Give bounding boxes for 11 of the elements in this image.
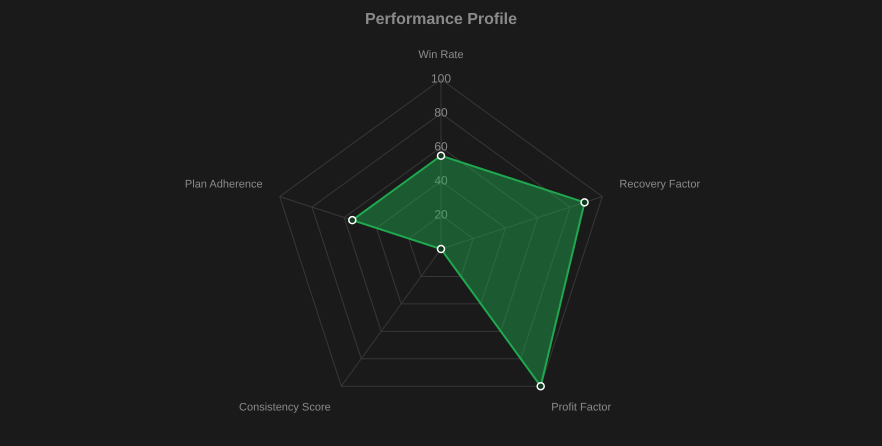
chart-title: Performance Profile — [364, 11, 518, 28]
y-tick-label: 80 — [434, 106, 448, 120]
y-tick-label: 60 — [434, 140, 448, 154]
spoke-label: Profit Factor — [551, 401, 612, 414]
y-tick-label: 40 — [434, 173, 448, 188]
y-tick-label: 20 — [434, 207, 448, 222]
spoke-label: Recovery Factor — [619, 178, 700, 190]
spoke-label: Plan Adherence — [184, 178, 263, 190]
spoke-label: Consistency Score — [239, 401, 331, 414]
y-tick-label: 100 — [430, 72, 452, 86]
spoke-label: Win Rate — [418, 48, 464, 61]
